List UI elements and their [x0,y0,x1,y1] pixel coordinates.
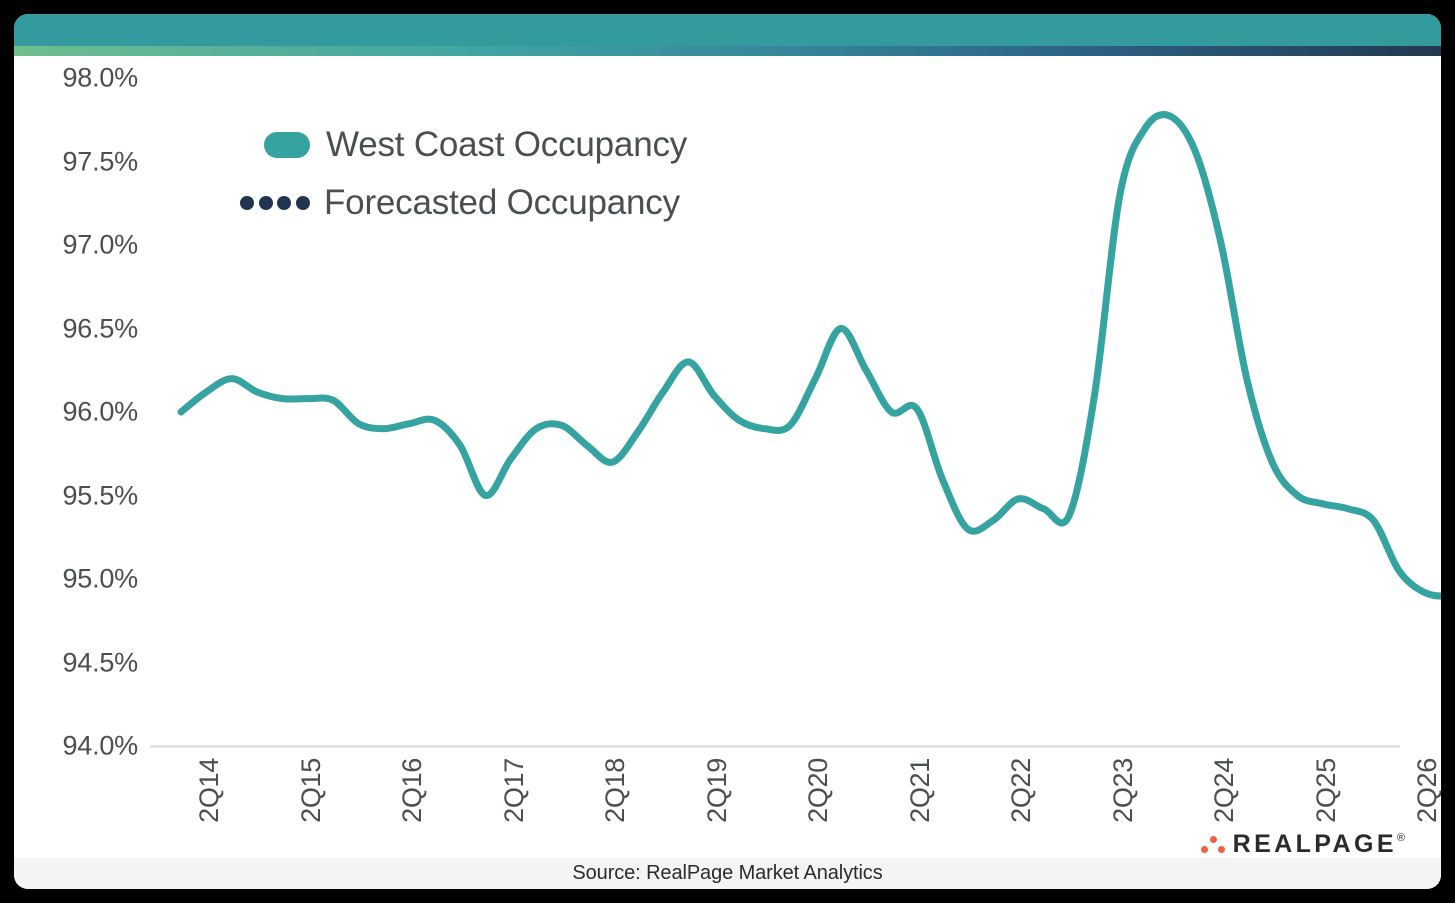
legend-label-forecast: Forecasted Occupancy [324,183,680,222]
chart-legend: West Coast Occupancy Forecasted Occupanc… [240,116,687,232]
realpage-wordmark: REALPAGE [1232,830,1397,858]
gradient-accent-bar [14,46,1441,56]
x-axis-line [150,745,1400,748]
y-axis-tick-label: 97.0% [62,229,138,260]
legend-item-forecast: Forecasted Occupancy [240,174,687,232]
header-bar [14,14,1441,46]
y-axis-tick-label: 98.0% [62,62,138,93]
y-axis-tick-label: 94.5% [62,647,138,677]
legend-dotted-swatch-icon [240,196,310,211]
y-axis-tick-label: 97.5% [62,146,138,176]
legend-solid-swatch-icon [264,132,310,158]
chart-card: 98.0% 97.5% 97.0% 96.5% 96.0% 95.5% 95.0% 94.5%… [14,14,1441,889]
source-attribution: Source: RealPage Market Analytics [572,862,883,884]
line-chart-canvas [177,111,1441,600]
y-axis-tick-label: 96.5% [62,313,138,343]
y-axis-tick-label: 95.5% [62,480,138,510]
y-axis-tick-label: 94.0% [62,730,138,761]
realpage-dots-icon [1200,834,1227,856]
legend-item-west-coast: West Coast Occupancy [264,116,687,174]
registered-mark-icon: ® [1396,832,1405,844]
footer-bar: Source: RealPage Market Analytics [14,858,1441,889]
y-axis-tick-label: 95.0% [62,563,138,594]
y-axis-labels: 98.0% 97.5% 97.0% 96.5% 96.0% 95.5% 95.0% 94.5%… [26,56,138,889]
legend-label-west-coast: West Coast Occupancy [326,125,688,164]
plot-area: 98.0% 97.5% 97.0% 96.5% 96.0% 95.5% 95.0% 94.5%… [14,56,1441,889]
west-coast-occupancy-line [177,111,1441,600]
y-axis-tick-label: 96.0% [62,396,138,427]
